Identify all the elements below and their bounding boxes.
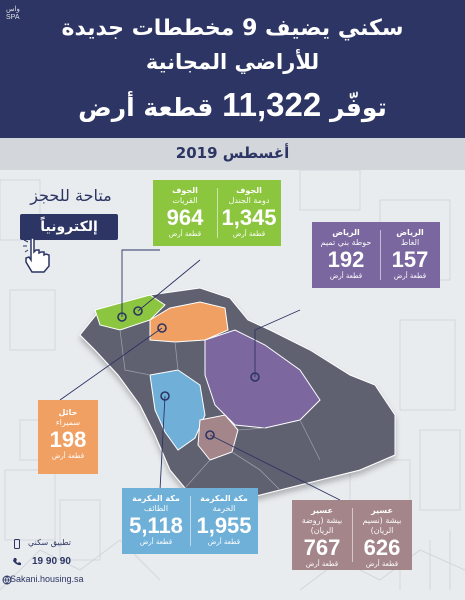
card-place: سميراء — [55, 418, 81, 427]
spa-logo-arabic: واس — [6, 6, 20, 13]
card-number: 1,955 — [196, 513, 252, 538]
hand-cursor-icon — [23, 237, 50, 273]
pin-asir — [205, 430, 215, 440]
header-banner — [0, 0, 465, 138]
pin-hail — [157, 323, 167, 333]
card-place: بيشة (روضة الريان) — [301, 516, 343, 535]
card-place: الخرمة — [212, 504, 236, 513]
card-place: بيشة (نسيم الريان) — [362, 516, 402, 535]
card-unit: قطعة أرض — [305, 560, 339, 568]
card-asir: عسير بيشة (نسيم الريان) 626 قطعة أرض عسي… — [292, 500, 412, 570]
card-makkah-left: مكة المكرمة الطائف 5,118 قطعة أرض — [122, 488, 190, 554]
globe-icon — [2, 575, 12, 585]
card-asir-left: عسير بيشة (روضة الريان) 767 قطعة أرض — [292, 500, 352, 570]
headline-line-3: توفّر 11,322 قطعة أرض — [0, 86, 465, 124]
makkah-region — [149, 369, 206, 451]
total-plots-number: 11,322 — [222, 86, 322, 123]
card-number: 1,345 — [221, 205, 277, 230]
card-number: 964 — [166, 205, 204, 230]
card-asir-right: عسير بيشة (نسيم الريان) 626 قطعة أرض — [352, 500, 412, 570]
card-hail: حائل سميراء 198 قطعة أرض — [38, 400, 98, 474]
phone-icon — [13, 558, 21, 566]
card-unit: قطعة أرض — [393, 272, 427, 280]
online-booking-callout: متاحة للحجز إلكترونياً — [18, 186, 124, 252]
headline-suffix: قطعة أرض — [78, 93, 214, 122]
card-makkah: مكة المكرمة الخرمة 1,955 قطعة أرض مكة ال… — [122, 488, 258, 554]
card-region: مكة المكرمة — [200, 494, 248, 503]
card-region: حائل — [58, 408, 78, 417]
card-unit: قطعة أرض — [207, 538, 241, 546]
card-region: الجوف — [236, 186, 262, 195]
card-place: القريات — [172, 196, 198, 205]
phone-number[interactable]: 19 90 90 — [32, 556, 71, 567]
card-divider — [352, 508, 353, 562]
card-place: دومة الجندل — [228, 196, 270, 205]
card-hail-single: حائل سميراء 198 قطعة أرض — [38, 400, 98, 474]
card-number: 157 — [391, 247, 429, 272]
date-label: أغسطس 2019 — [175, 144, 290, 162]
card-place: حوطة بني تميم — [320, 238, 372, 247]
date-band — [0, 138, 465, 170]
card-divider — [380, 230, 381, 280]
available-for-booking-label: متاحة للحجز — [30, 186, 112, 205]
spa-logo: واس SPA — [6, 6, 20, 22]
contact-footer: تطبيق سكني 19 90 90 Sakani.housing.sa — [2, 538, 110, 600]
card-number: 192 — [327, 247, 365, 272]
card-riyadh-right: الرياض الغاط 157 قطعة أرض — [380, 222, 440, 288]
card-number: 198 — [49, 427, 87, 452]
card-divider — [190, 496, 191, 546]
card-divider — [217, 188, 218, 238]
card-riyadh: الرياض الغاط 157 قطعة أرض الرياض حوطة بن… — [312, 222, 440, 288]
spa-logo-latin: SPA — [6, 14, 20, 21]
card-unit: قطعة أرض — [232, 230, 266, 238]
headline-prefix: توفّر — [329, 93, 387, 122]
headline-line-1: سكني يضيف 9 مخططات جديدة — [61, 16, 404, 41]
card-number: 5,118 — [129, 513, 183, 538]
card-unit: قطعة أرض — [51, 452, 85, 460]
card-makkah-right: مكة المكرمة الخرمة 1,955 قطعة أرض — [190, 488, 258, 554]
card-region: مكة المكرمة — [132, 494, 180, 503]
saudi-arabia-map — [59, 249, 396, 516]
website-link[interactable]: Sakani.housing.sa — [10, 574, 84, 584]
card-region: الجوف — [172, 186, 198, 195]
card-number: 626 — [363, 535, 401, 560]
card-number: 767 — [303, 535, 341, 560]
card-unit: قطعة أرض — [365, 560, 399, 568]
mobile-icon — [14, 539, 20, 549]
card-region: عسير — [311, 506, 333, 515]
app-label: تطبيق سكني — [28, 538, 72, 547]
card-region: الرياض — [332, 228, 360, 237]
card-jouf-right: الجوف دومة الجندل 1,345 قطعة أرض — [217, 180, 281, 246]
card-region: عسير — [371, 506, 393, 515]
book-online-button[interactable]: إلكترونياً — [20, 214, 118, 240]
card-region: الرياض — [396, 228, 424, 237]
card-unit: قطعة أرض — [329, 272, 363, 280]
card-jouf: الجوف دومة الجندل 1,345 قطعة أرض الجوف ا… — [153, 180, 281, 246]
card-unit: قطعة أرض — [168, 230, 202, 238]
headline-line-2: للأراضي المجانية — [145, 50, 320, 74]
card-unit: قطعة أرض — [139, 538, 173, 546]
card-jouf-left: الجوف القريات 964 قطعة أرض — [153, 180, 217, 246]
hail-region — [149, 301, 229, 343]
card-riyadh-left: الرياض حوطة بني تميم 192 قطعة أرض — [312, 222, 380, 288]
card-place: الطائف — [143, 504, 169, 513]
pin-jouf-2 — [133, 306, 143, 316]
card-place: الغاط — [400, 238, 420, 247]
